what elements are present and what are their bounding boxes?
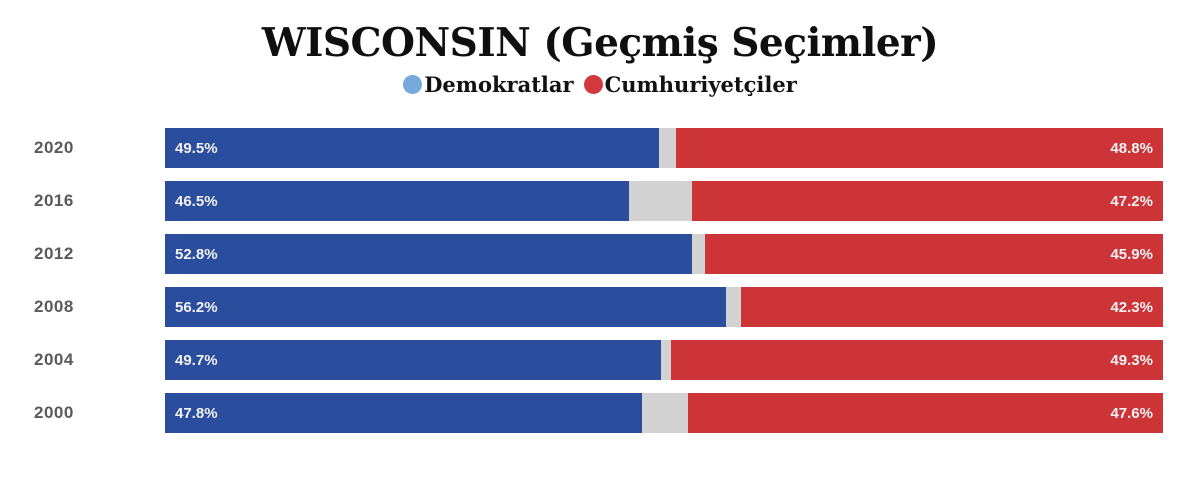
bar-row: 2020 49.5% 48.8% — [0, 128, 1163, 168]
dem-bar-segment: 46.5% — [165, 181, 630, 221]
chart-canvas: WISCONSIN (Geçmiş Seçimler) Demokratlar … — [0, 20, 1200, 501]
bar-row: 2000 47.8% 47.6% — [0, 393, 1163, 433]
bar-track: 47.8% 47.6% — [165, 393, 1163, 433]
rep-bar-segment: 48.8% — [675, 128, 1163, 168]
rep-bar-segment: 47.2% — [691, 181, 1163, 221]
bar-row: 2016 46.5% 47.2% — [0, 181, 1163, 221]
legend-label-demokratlar: Demokratlar — [424, 71, 574, 97]
legend-label-cumhuriyetciler: Cumhuriyetçiler — [604, 71, 797, 97]
year-label: 2004 — [34, 350, 74, 369]
stacked-bar-chart: 2020 49.5% 48.8% 2016 46.5% 47.2% 2012 52.8% 45.… — [0, 128, 1200, 433]
year-label: 2000 — [34, 403, 74, 422]
bar-row: 2012 52.8% 45.9% — [0, 234, 1163, 274]
other-bar-segment — [642, 393, 688, 433]
chart-title: WISCONSIN (Geçmiş Seçimler) — [261, 20, 939, 66]
bar-track: 46.5% 47.2% — [165, 181, 1163, 221]
rep-bar-segment: 47.6% — [687, 393, 1163, 433]
other-bar-segment — [691, 234, 705, 274]
bar-track: 49.7% 49.3% — [165, 340, 1163, 380]
dem-bar-segment: 49.7% — [165, 340, 661, 380]
dem-bar-segment: 56.2% — [165, 287, 726, 327]
dem-bar-segment: 52.8% — [165, 234, 692, 274]
year-label: 2020 — [34, 138, 74, 157]
legend-item-demokratlar: Demokratlar — [403, 71, 574, 97]
other-bar-segment — [659, 128, 676, 168]
bar-row: 2004 49.7% 49.3% — [0, 340, 1163, 380]
legend: Demokratlar Cumhuriyetçiler — [0, 70, 1200, 98]
dem-bar-segment: 49.5% — [165, 128, 659, 168]
rep-bar-segment: 42.3% — [740, 287, 1163, 327]
rep-bar-segment: 45.9% — [704, 234, 1163, 274]
bar-track: 49.5% 48.8% — [165, 128, 1163, 168]
other-bar-segment — [629, 181, 692, 221]
year-label: 2012 — [34, 244, 74, 263]
bar-track: 56.2% 42.3% — [165, 287, 1163, 327]
cumhuriyetciler-dot-icon — [583, 74, 603, 94]
dem-bar-segment: 47.8% — [165, 393, 643, 433]
other-bar-segment — [725, 287, 741, 327]
rep-bar-segment: 49.3% — [670, 340, 1163, 380]
year-label: 2008 — [34, 297, 74, 316]
other-bar-segment — [661, 340, 671, 380]
bar-row: 2008 56.2% 42.3% — [0, 287, 1163, 327]
year-label: 2016 — [34, 191, 74, 210]
legend-item-cumhuriyetciler: Cumhuriyetçiler — [583, 71, 797, 97]
demokratlar-dot-icon — [403, 74, 423, 94]
bar-track: 52.8% 45.9% — [165, 234, 1163, 274]
